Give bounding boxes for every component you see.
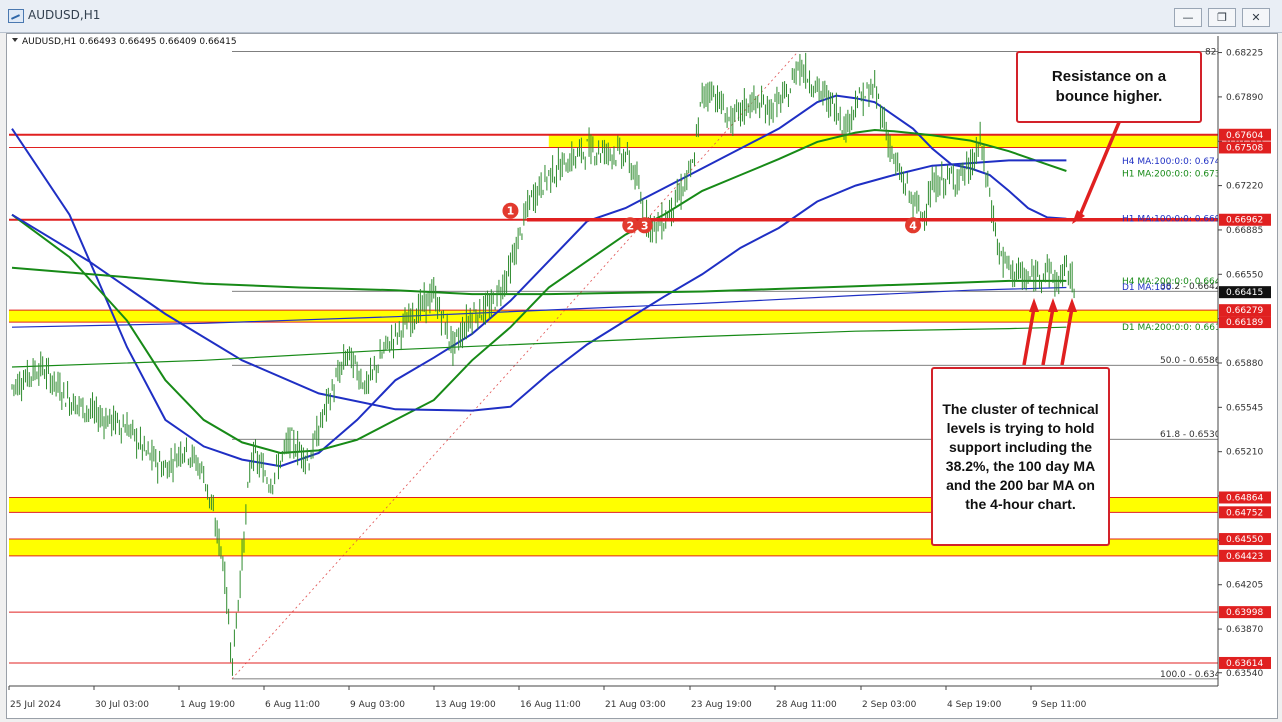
y-tick-label: 0.65210	[1226, 448, 1263, 458]
x-tick-label: 6 Aug 11:00	[265, 700, 320, 710]
window-titlebar: AUDUSD,H1 — ❐ ✕	[0, 0, 1282, 33]
ma-label: D1 MA:200:0:0: 0.66152	[1122, 323, 1232, 333]
x-tick-label: 13 Aug 19:00	[435, 700, 496, 710]
level-price-tag	[1219, 606, 1271, 619]
event-marker	[905, 217, 922, 234]
event-marker-label: 1	[507, 205, 515, 218]
y-tick-label: 0.63870	[1226, 625, 1263, 635]
symbol-ohlc-label: AUDUSD,H1 0.66493 0.66495 0.66409 0.6641…	[22, 37, 237, 47]
level-price-tag-label: 0.67604	[1226, 131, 1263, 141]
level-price-tag-label: 0.66962	[1226, 216, 1263, 226]
y-tick-label: 0.67220	[1226, 182, 1263, 192]
y-tick-label: 0.65880	[1226, 359, 1263, 369]
price-bars	[11, 52, 1075, 676]
support-zone	[9, 539, 1218, 556]
y-tick-label: 0.64205	[1226, 581, 1263, 591]
level-price-tag	[1219, 506, 1271, 519]
symbol-dropdown-icon	[12, 38, 18, 42]
level-price-tag-label: 0.66189	[1226, 318, 1263, 328]
x-tick-label: 23 Aug 19:00	[691, 700, 752, 710]
level-price-tag-label: 0.63998	[1226, 608, 1263, 618]
resistance-annotation: Resistance on a bounce higher.	[1016, 51, 1202, 123]
x-tick-label: 1 Aug 19:00	[180, 700, 235, 710]
x-tick-label: 16 Aug 11:00	[520, 700, 581, 710]
event-marker-label: 2	[626, 219, 634, 232]
chart-icon	[8, 9, 24, 23]
y-tick-label: 0.66885	[1226, 226, 1263, 236]
level-price-tag-label: 0.64550	[1226, 535, 1263, 545]
fib-level-label: 100.0 - 0.63494	[1160, 670, 1232, 680]
moving-average-line	[11, 128, 1067, 455]
level-price-tag	[1219, 213, 1271, 226]
maximize-button[interactable]: ❐	[1208, 8, 1236, 27]
fib-level-label: 61.8 - 0.65304	[1160, 430, 1226, 440]
annotation-arrow	[1041, 307, 1055, 366]
level-price-tag-label: 0.67508	[1226, 143, 1263, 153]
event-marker-label: 3	[641, 219, 649, 232]
event-marker-label: 4	[909, 219, 917, 232]
level-price-tag-label: 0.64864	[1226, 493, 1263, 503]
x-tick-label: 9 Sep 11:00	[1032, 700, 1087, 710]
current-price-tag-label: 0.66415	[1226, 288, 1263, 298]
ma-label: H1 MA:200:0:0: 0.67313	[1122, 169, 1232, 179]
minimize-button[interactable]: —	[1174, 8, 1202, 27]
y-tick-label: 0.63540	[1226, 669, 1263, 679]
level-price-tag-label: 0.66279	[1226, 306, 1263, 316]
x-tick-label: 21 Aug 03:00	[605, 700, 666, 710]
event-marker	[622, 217, 639, 234]
annotation-arrowhead	[1029, 298, 1039, 312]
x-tick-label: 25 Jul 2024	[10, 700, 61, 710]
x-tick-label: 4 Sep 19:00	[947, 700, 1002, 710]
level-price-tag-label: 0.63614	[1226, 659, 1263, 669]
moving-average-line	[11, 326, 1067, 368]
moving-average-line	[11, 266, 1067, 296]
support-zone	[548, 134, 1218, 148]
fib-level-label: 38.2 - 0.66422	[1160, 282, 1226, 292]
fib-top-label: 8232	[1205, 48, 1228, 58]
x-tick-label: 30 Jul 03:00	[95, 700, 149, 710]
ma-label: H1 MA:100:0:0: 0.66970	[1122, 215, 1232, 225]
fib-trendline	[231, 51, 799, 680]
support-zone	[9, 310, 1218, 323]
annotation-arrow	[1076, 119, 1122, 221]
level-price-tag	[1219, 141, 1271, 154]
x-tick-label: 9 Aug 03:00	[350, 700, 405, 710]
ma-label: D1 MA:100	[1122, 283, 1172, 293]
annotation-arrow	[1060, 307, 1074, 366]
level-price-tag	[1219, 491, 1271, 504]
support-zone	[9, 497, 1218, 513]
moving-average-line	[11, 286, 1067, 328]
level-price-tag	[1219, 304, 1271, 317]
annotation-arrowhead	[1048, 298, 1058, 312]
fib-level-label: 50.0 - 0.65863	[1160, 356, 1226, 366]
annotation-arrowhead	[1067, 298, 1077, 312]
ma-label: H4 MA:100:0:0: 0.67407	[1122, 157, 1232, 167]
level-price-tag	[1219, 533, 1271, 546]
event-marker	[636, 217, 653, 234]
level-price-tag	[1219, 128, 1271, 141]
annotation-arrow	[1022, 307, 1036, 366]
level-price-tag	[1219, 656, 1271, 669]
y-tick-label: 0.66550	[1226, 270, 1263, 280]
y-tick-label: 0.65545	[1226, 403, 1263, 413]
close-button[interactable]: ✕	[1242, 8, 1270, 27]
level-price-tag	[1219, 316, 1271, 329]
annotation-arrowhead	[1072, 210, 1085, 224]
window-title: AUDUSD,H1	[28, 8, 101, 22]
y-tick-label: 0.68225	[1226, 49, 1263, 59]
x-tick-label: 2 Sep 03:00	[862, 700, 917, 710]
current-price-tag	[1219, 286, 1271, 299]
moving-average-line	[11, 159, 1067, 412]
ma-label: H4 MA:200:0:0: 0.66499	[1122, 277, 1232, 287]
x-tick-label: 28 Aug 11:00	[776, 700, 837, 710]
level-price-tag	[1219, 549, 1271, 562]
y-tick-label: 0.67890	[1226, 93, 1263, 103]
level-price-tag-label: 0.64752	[1226, 508, 1263, 518]
level-price-tag-label: 0.64423	[1226, 552, 1263, 562]
support-annotation: The cluster of technical levels is tryin…	[931, 367, 1110, 546]
event-marker	[502, 202, 519, 219]
